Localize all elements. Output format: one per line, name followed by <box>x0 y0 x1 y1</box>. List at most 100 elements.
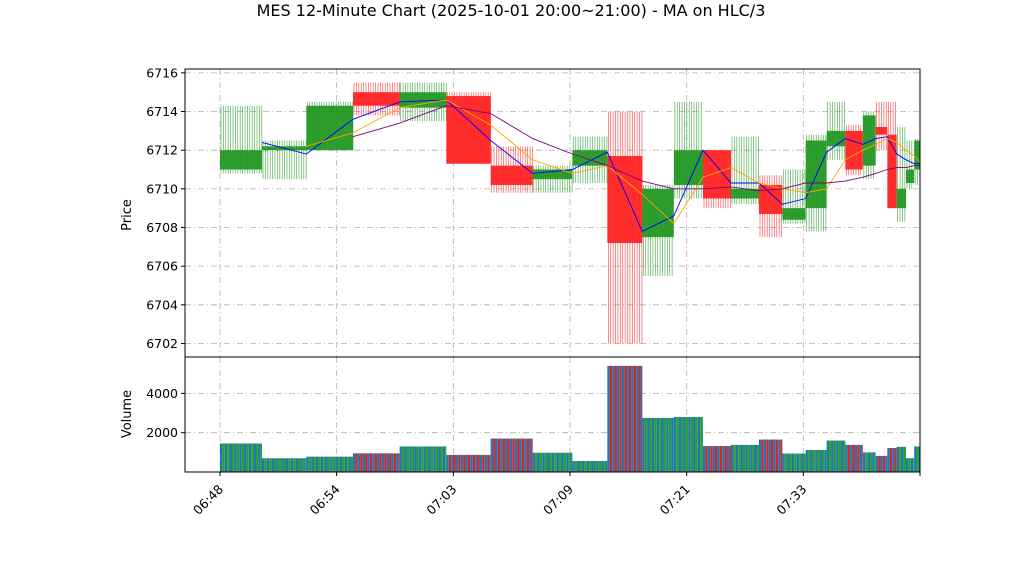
volume-bar <box>446 454 491 472</box>
volume-bar-stripe <box>761 439 764 472</box>
volume-bar-stripe <box>551 452 555 472</box>
candle <box>262 140 307 180</box>
chart-title: MES 12-Minute Chart (2025-10-01 20:00~21… <box>256 1 766 20</box>
volume-bar-stripe <box>222 443 225 472</box>
volume-bar-stripe <box>612 365 615 472</box>
volume-bar-stripe <box>293 458 296 472</box>
volume-bar-stripe <box>693 416 696 472</box>
volume-bar-stripe <box>377 453 380 472</box>
volume-bar-stripe <box>817 449 821 472</box>
candle-body <box>353 92 400 106</box>
volume-bar-stripe <box>663 417 667 472</box>
volume-bar-stripe <box>892 448 895 472</box>
volume-bar-stripe <box>640 365 643 472</box>
volume-bar-stripe <box>829 440 832 472</box>
candle-body <box>490 165 533 185</box>
volume-bar-stripe <box>631 365 634 472</box>
volume-bar <box>875 455 888 472</box>
volume-bar-stripe <box>342 456 345 472</box>
volume-bar-stripe <box>847 444 851 472</box>
price-axes-frame <box>184 68 921 358</box>
volume-bar-stripe <box>337 456 340 472</box>
volume-bar-stripe <box>379 453 382 472</box>
volume-bar-stripe <box>260 443 262 472</box>
candle <box>826 101 846 160</box>
volume-bar-stripe <box>399 446 403 472</box>
volume-bar-stripe <box>369 453 373 472</box>
volume-bar-stripe <box>738 444 741 472</box>
volume-bar-stripe <box>458 454 461 472</box>
volume-bar-stripe <box>463 454 466 472</box>
candle-body <box>642 188 674 238</box>
volume-bar-stripe <box>581 460 585 472</box>
volume-bar-stripe <box>796 453 800 472</box>
volume-bar-stripe <box>372 453 375 472</box>
volume-bar-stripe <box>703 446 706 472</box>
volume-bar-stripe <box>531 438 533 472</box>
volume-bar-stripe <box>547 452 550 472</box>
volume-bar-stripe <box>647 417 650 472</box>
volume-bar-stripe <box>789 453 792 472</box>
volume-bar-stripe <box>584 460 587 472</box>
candle <box>914 138 921 185</box>
volume-bar-stripe <box>752 444 755 472</box>
volume-bar-stripe <box>339 456 343 472</box>
volume-bar-stripe <box>740 444 743 472</box>
volume-bar-stripe <box>519 438 522 472</box>
volume-bar-stripe <box>554 452 557 472</box>
volume-bar-stripe <box>355 453 358 472</box>
volume-bar-stripe <box>542 452 545 472</box>
volume-bar-stripe <box>315 456 319 472</box>
volume-bar <box>220 443 262 472</box>
volume-bar-stripe <box>323 456 326 472</box>
volume-bar-stripe <box>445 446 447 472</box>
volume-bar-stripe <box>820 449 823 472</box>
volume-bar-stripe <box>402 446 405 472</box>
volume-bar-stripe <box>586 460 590 472</box>
volume-bar-stripe <box>743 444 746 472</box>
volume-bar <box>353 453 400 472</box>
volume-bar-stripe <box>755 444 758 472</box>
candle-body <box>782 208 806 220</box>
volume-bar-stripe <box>852 444 855 472</box>
candle-body <box>759 184 783 214</box>
volume-bar-stripe <box>729 446 731 472</box>
volume-bar-stripe <box>435 446 439 472</box>
volume-bar-stripe <box>227 443 230 472</box>
volume-bar-stripe <box>539 452 543 472</box>
volume-bar-stripe <box>705 446 708 472</box>
volume-bar-stripe <box>668 417 672 472</box>
volume-bar-stripe <box>589 460 592 472</box>
volume-bar-stripe <box>537 452 540 472</box>
volume-bar-stripe <box>882 455 886 472</box>
volume-bar-stripe <box>391 453 394 472</box>
volume-bar-stripe <box>712 446 715 472</box>
candle-body <box>875 126 888 135</box>
volume-bar-stripe <box>344 456 348 472</box>
volume-bar-stripe <box>903 446 906 472</box>
volume-bar-stripe <box>865 452 868 472</box>
volume-bar-stripe <box>266 458 270 472</box>
candle <box>887 101 897 209</box>
volume-bar-stripe <box>822 449 825 472</box>
volume-bar-stripe <box>872 452 875 472</box>
volume-bar-stripe <box>750 444 753 472</box>
volume-bar-stripe <box>332 456 336 472</box>
volume-bar <box>673 416 703 472</box>
volume-bar-stripe <box>239 443 242 472</box>
volume-bar-stripe <box>656 417 660 472</box>
volume-bar-stripe <box>440 446 443 472</box>
volume-bar-stripe <box>430 446 434 472</box>
volume-bar-stripe <box>470 454 473 472</box>
volume-bar-stripe <box>717 446 720 472</box>
volume-bar-stripe <box>351 456 353 472</box>
volume-bar-stripe <box>357 453 361 472</box>
volume-bar-stripe <box>654 417 657 472</box>
volume-bar-stripe <box>236 443 240 472</box>
volume-bar-stripe <box>448 454 452 472</box>
volume-bar-stripe <box>467 454 471 472</box>
volume-bar-stripe <box>759 439 762 472</box>
volume-bar-stripe <box>281 458 284 472</box>
volume-bar-stripe <box>619 365 622 472</box>
volume-bar-stripe <box>446 454 449 472</box>
